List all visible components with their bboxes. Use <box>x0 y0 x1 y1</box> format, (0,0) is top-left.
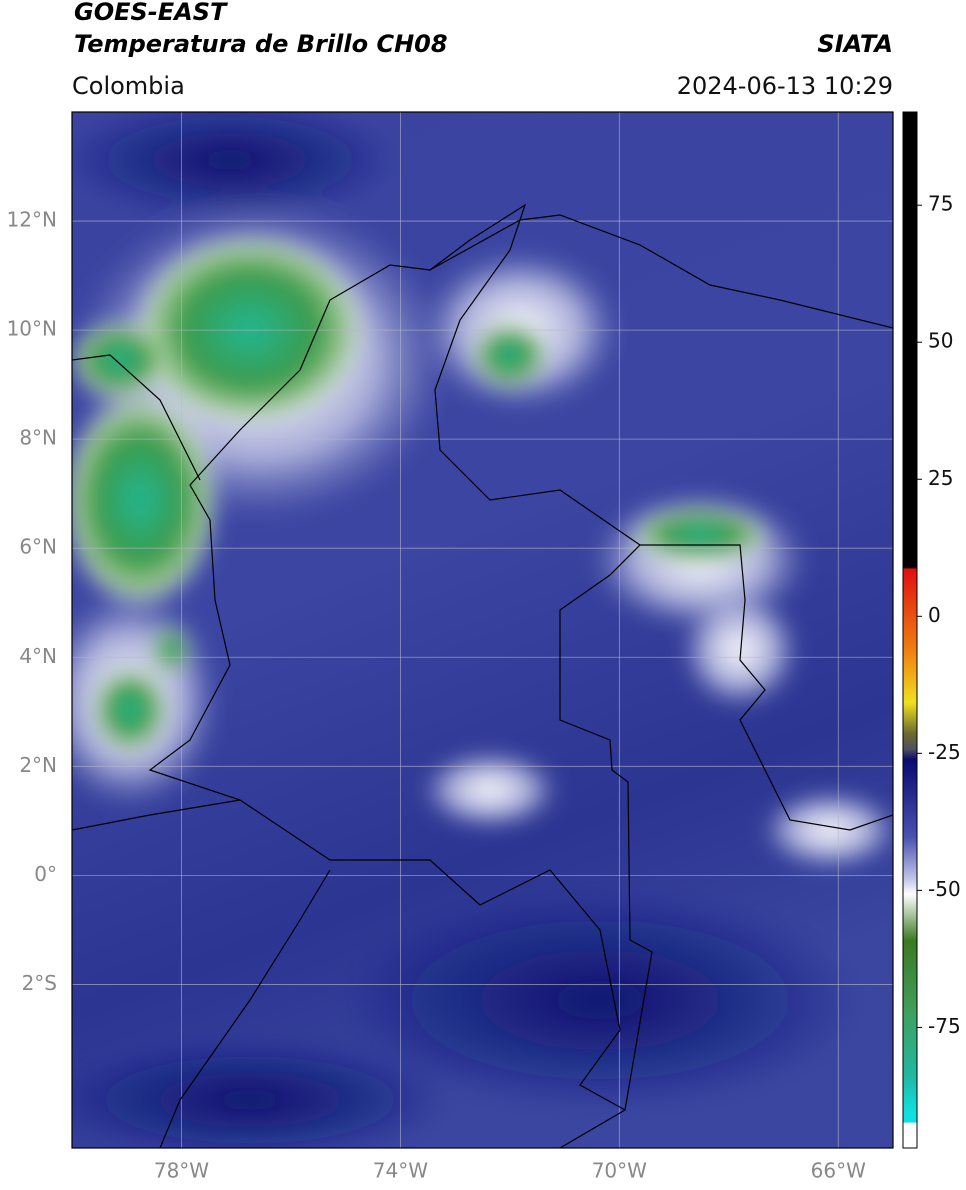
y-tick-label: 2°S <box>22 971 57 995</box>
x-tick-label: 74°W <box>373 1159 428 1183</box>
subtitle: Temperatura de Brillo CH08 <box>74 30 448 58</box>
x-tick-label: 70°W <box>592 1159 647 1183</box>
colorbar-tick-label: -75 <box>928 1014 961 1038</box>
colorbar-tick-label: -50 <box>928 877 961 901</box>
y-tick-label: 4°N <box>19 644 57 668</box>
timestamp: 2024-06-13 10:29 <box>677 72 893 100</box>
agency: SIATA <box>817 30 893 58</box>
colorbar <box>902 111 918 1149</box>
x-tick-label: 66°W <box>811 1159 866 1183</box>
colorbar-tick-label: 0 <box>928 603 941 627</box>
colorbar-tick-label: -25 <box>928 740 961 764</box>
colorbar-tick-label: 25 <box>928 466 953 490</box>
title: GOES-EAST <box>74 0 228 26</box>
map-frame <box>71 111 894 1149</box>
y-tick-label: 6°N <box>19 535 57 559</box>
region: Colombia <box>72 72 185 100</box>
colorbar-tick-label: 75 <box>928 192 953 216</box>
y-tick-label: 8°N <box>19 426 57 450</box>
y-tick-label: 0° <box>34 862 57 886</box>
colorbar-tick-label: 50 <box>928 329 953 353</box>
satellite-image <box>72 112 893 1148</box>
x-tick-label: 78°W <box>154 1159 209 1183</box>
y-tick-label: 10°N <box>7 317 57 341</box>
y-tick-label: 2°N <box>19 753 57 777</box>
y-tick-label: 12°N <box>7 208 57 232</box>
